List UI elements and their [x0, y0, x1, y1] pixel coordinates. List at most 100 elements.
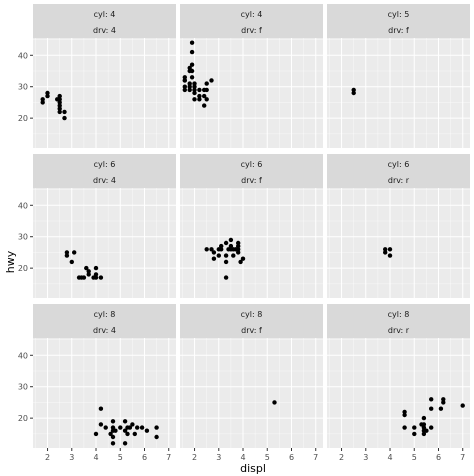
data-point: [441, 400, 446, 405]
facet-strip: [327, 4, 470, 38]
data-point: [197, 97, 202, 102]
data-point: [351, 90, 356, 96]
data-point: [93, 431, 99, 437]
facet-strip-label-cyl: cyl: 8: [241, 310, 263, 319]
data-point: [122, 441, 128, 446]
data-point: [421, 431, 427, 437]
data-point: [209, 247, 214, 252]
data-point: [113, 428, 118, 433]
facet-panel: cyl: 6 drv: 4 20 30 40: [18, 154, 176, 298]
data-point: [189, 68, 195, 74]
data-point: [192, 84, 197, 89]
y-tick-label: 40: [18, 351, 28, 360]
facet-panel: cyl: 5 drv: f: [327, 4, 470, 148]
data-point: [86, 269, 91, 274]
x-tick-label: 3: [216, 453, 221, 462]
facet-strip-label-cyl: cyl: 4: [241, 10, 263, 19]
data-point: [45, 90, 50, 96]
data-point: [57, 106, 62, 111]
data-point: [40, 100, 45, 105]
data-point: [204, 81, 209, 86]
data-point: [223, 259, 229, 265]
data-point: [424, 428, 429, 433]
data-point: [110, 425, 116, 430]
data-point: [45, 93, 50, 99]
facet-strip-label-cyl: cyl: 5: [388, 10, 410, 19]
data-point: [192, 87, 197, 93]
data-point: [236, 247, 241, 252]
data-point: [429, 425, 434, 430]
data-point: [223, 253, 229, 258]
data-point: [192, 81, 197, 86]
y-tick-label: 30: [18, 233, 28, 242]
data-point: [108, 431, 113, 437]
facet-strip-label-cyl: cyl: 6: [388, 160, 410, 169]
data-point: [387, 247, 393, 252]
data-point: [351, 87, 356, 93]
data-point: [236, 240, 241, 246]
data-point: [64, 253, 70, 258]
data-point: [93, 275, 99, 280]
data-point: [40, 97, 45, 102]
x-tick-label: 5: [118, 453, 123, 462]
facet-strip-label-drv: drv: 4: [93, 326, 116, 335]
data-point: [98, 406, 104, 411]
data-point: [86, 272, 91, 277]
x-tick-label: 7: [313, 453, 318, 462]
data-point: [192, 90, 197, 96]
data-point: [402, 409, 407, 415]
data-point: [130, 422, 135, 427]
data-point: [93, 265, 99, 271]
data-point: [412, 431, 417, 437]
data-point: [122, 428, 128, 433]
facet-strip: [327, 304, 470, 338]
facet-panel: cyl: 8 drv: r 2 3 4 5 6 7: [327, 304, 470, 462]
data-point: [211, 250, 217, 255]
data-point: [81, 275, 87, 280]
x-tick-label: 4: [93, 453, 98, 462]
data-point: [189, 62, 195, 67]
data-point: [197, 87, 202, 93]
data-point: [204, 87, 209, 93]
data-point: [62, 109, 67, 115]
data-point: [110, 441, 116, 446]
data-point: [421, 425, 427, 430]
data-point: [438, 406, 444, 411]
y-tick-label: 20: [18, 414, 28, 423]
panel-background: [180, 188, 323, 298]
data-point: [219, 247, 224, 252]
facet-panel: cyl: 6 drv: f: [180, 154, 323, 298]
data-point: [69, 259, 75, 265]
data-point: [139, 425, 145, 430]
data-point: [189, 49, 195, 55]
panel-background: [33, 188, 176, 298]
facet-strip: [180, 154, 323, 188]
y-axis-title: hwy: [4, 250, 17, 273]
data-point: [240, 256, 246, 261]
data-point: [57, 97, 62, 102]
x-tick-label: 2: [339, 453, 344, 462]
facet-panel: cyl: 4 drv: 4 20 30 40: [18, 4, 176, 148]
data-point: [192, 97, 197, 102]
data-point: [187, 84, 192, 89]
data-point: [118, 425, 123, 430]
y-tick-label: 40: [18, 51, 28, 60]
data-point: [387, 253, 393, 258]
data-point: [187, 87, 192, 93]
data-point: [228, 237, 234, 243]
data-point: [187, 81, 192, 86]
panel-background: [33, 38, 176, 148]
y-tick-label: 20: [18, 264, 28, 273]
data-point: [110, 419, 116, 424]
x-tick-label: 4: [240, 453, 245, 462]
x-axis-title: displ: [240, 462, 266, 475]
data-point: [182, 78, 187, 83]
y-tick-label: 40: [18, 201, 28, 210]
panel-background: [180, 338, 323, 448]
data-point: [383, 247, 388, 252]
data-point: [272, 400, 277, 405]
facet-strip-label-drv: drv: f: [241, 326, 262, 335]
data-point: [223, 240, 229, 246]
facet-panel: cyl: 8 drv: f 2 3 4 5 6 7: [180, 304, 323, 462]
x-tick-label: 6: [289, 453, 294, 462]
